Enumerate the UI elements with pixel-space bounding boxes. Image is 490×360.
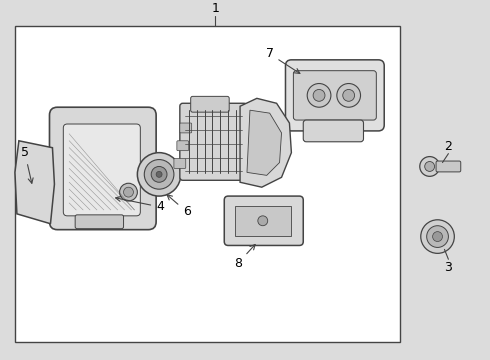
- FancyBboxPatch shape: [303, 120, 364, 142]
- Text: 5: 5: [21, 146, 33, 183]
- FancyBboxPatch shape: [224, 196, 303, 246]
- Circle shape: [313, 89, 325, 101]
- Circle shape: [421, 220, 454, 253]
- Circle shape: [433, 231, 442, 242]
- Circle shape: [144, 159, 174, 189]
- FancyBboxPatch shape: [180, 103, 247, 180]
- Circle shape: [307, 84, 331, 107]
- FancyBboxPatch shape: [235, 206, 292, 235]
- Circle shape: [425, 162, 435, 171]
- Polygon shape: [15, 141, 54, 224]
- Circle shape: [120, 183, 137, 201]
- Text: 3: 3: [444, 261, 452, 274]
- FancyBboxPatch shape: [191, 96, 229, 112]
- Polygon shape: [240, 98, 292, 187]
- Text: 6: 6: [167, 195, 191, 219]
- FancyBboxPatch shape: [174, 158, 186, 168]
- FancyBboxPatch shape: [75, 215, 123, 229]
- FancyBboxPatch shape: [436, 161, 461, 172]
- Circle shape: [337, 84, 361, 107]
- Text: 1: 1: [212, 3, 220, 15]
- Text: 4: 4: [116, 197, 164, 213]
- Bar: [15, 26, 400, 342]
- Circle shape: [151, 166, 167, 182]
- Circle shape: [258, 216, 268, 226]
- Circle shape: [123, 187, 133, 197]
- FancyBboxPatch shape: [294, 71, 376, 120]
- Circle shape: [156, 171, 162, 177]
- Circle shape: [343, 89, 355, 101]
- FancyBboxPatch shape: [286, 60, 384, 131]
- Text: 7: 7: [266, 48, 300, 73]
- Text: 8: 8: [234, 244, 255, 270]
- Text: 2: 2: [444, 140, 452, 153]
- Circle shape: [420, 157, 440, 176]
- Circle shape: [427, 226, 448, 247]
- Polygon shape: [247, 110, 282, 175]
- FancyBboxPatch shape: [177, 141, 189, 151]
- Circle shape: [137, 153, 181, 196]
- FancyBboxPatch shape: [63, 124, 140, 216]
- FancyBboxPatch shape: [49, 107, 156, 230]
- FancyBboxPatch shape: [180, 123, 192, 133]
